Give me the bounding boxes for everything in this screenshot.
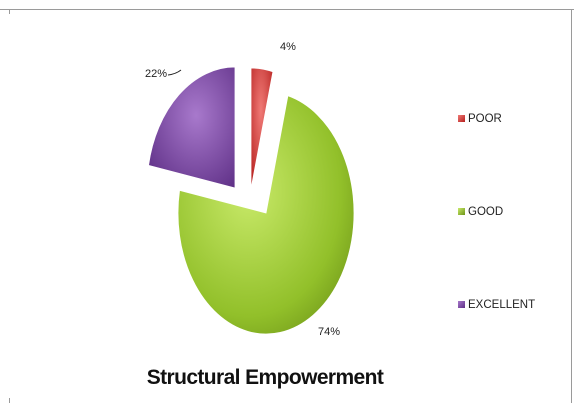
legend-label-good: GOOD — [468, 206, 503, 218]
leader-line-excellent — [167, 69, 182, 76]
legend-item-excellent: EXCELLENT — [458, 299, 535, 311]
legend-swatch-excellent — [458, 301, 465, 308]
data-label-poor: 4% — [280, 41, 296, 53]
legend-label-poor: POOR — [468, 113, 502, 125]
pie-slice-poor — [250, 67, 274, 190]
legend-label-excellent: EXCELLENT — [468, 299, 535, 311]
data-label-good: 74% — [318, 326, 340, 338]
pie-slices — [148, 66, 355, 335]
legend-swatch-good — [458, 208, 465, 215]
legend-item-poor: POOR — [458, 113, 502, 125]
chart-title: Structural Empowerment — [147, 366, 384, 389]
legend-swatch-poor — [458, 115, 465, 122]
data-label-excellent: 22% — [145, 68, 167, 80]
pie-data-labels: 4% 74% 22% — [145, 41, 340, 338]
pie-slice-excellent — [148, 66, 236, 189]
pie-slice-good — [177, 95, 355, 335]
legend: POOR GOOD EXCELLENT — [458, 113, 535, 311]
legend-item-good: GOOD — [458, 206, 503, 218]
